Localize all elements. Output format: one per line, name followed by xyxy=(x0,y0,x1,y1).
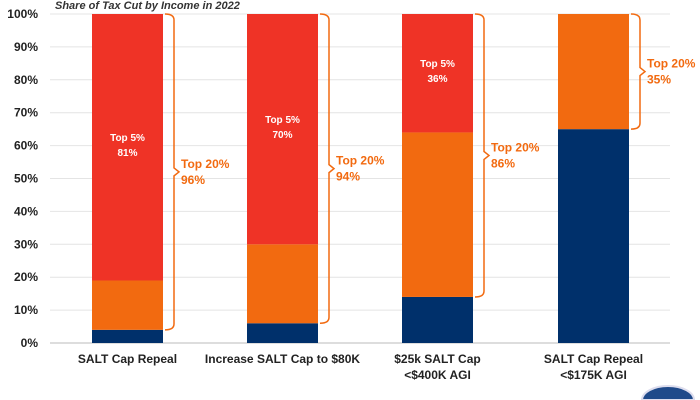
top5-value: 81% xyxy=(117,148,137,159)
x-tick-label: $25k SALT Cap xyxy=(394,352,480,366)
x-tick-label: <$175K AGI xyxy=(560,368,627,382)
top5-label: Top 5% xyxy=(420,59,455,70)
y-tick-label: 100% xyxy=(7,7,38,21)
top20-bracket xyxy=(474,13,491,298)
top20-bracket xyxy=(319,13,336,325)
top20-bracket xyxy=(630,13,647,130)
bar-segment xyxy=(402,14,473,133)
top5-label: Top 5% xyxy=(110,133,145,144)
y-tick-label: 60% xyxy=(14,139,38,153)
top5-label: Top 5% xyxy=(265,115,300,126)
top20-label: Top 20% xyxy=(647,57,696,71)
top20-value: 35% xyxy=(647,73,671,87)
y-tick-label: 50% xyxy=(14,172,38,186)
top20-label: Top 20% xyxy=(491,140,540,154)
y-tick-label: 10% xyxy=(14,303,38,317)
bar-segment xyxy=(92,280,163,330)
y-tick-label: 30% xyxy=(14,237,38,251)
x-tick-label: Increase SALT Cap to $80K xyxy=(205,352,360,366)
top20-value: 86% xyxy=(491,156,515,170)
x-tick-label: <$400K AGI xyxy=(404,368,471,382)
top20-bracket xyxy=(164,13,181,331)
y-tick-label: 80% xyxy=(14,73,38,87)
top20-value: 94% xyxy=(336,170,360,184)
bar-segment xyxy=(558,129,629,343)
bar-segment xyxy=(92,329,163,343)
bar-segment xyxy=(247,244,318,324)
top20-label: Top 20% xyxy=(336,154,385,168)
top5-value: 36% xyxy=(427,74,447,85)
bar-segment xyxy=(247,323,318,343)
bar-segment xyxy=(92,14,163,281)
bar-segment xyxy=(558,14,629,130)
y-tick-label: 90% xyxy=(14,40,38,54)
x-tick-label: SALT Cap Repeal xyxy=(78,352,177,366)
logo-icon xyxy=(640,385,696,400)
y-tick-label: 20% xyxy=(14,270,38,284)
x-tick-label: SALT Cap Repeal xyxy=(544,352,643,366)
chart-title: Share of Tax Cut by Income in 2022 xyxy=(55,0,240,12)
bar-segment xyxy=(402,132,473,297)
y-tick-label: 70% xyxy=(14,106,38,120)
top20-label: Top 20% xyxy=(181,157,230,171)
top5-value: 70% xyxy=(272,130,292,141)
bar-segment xyxy=(402,296,473,343)
y-tick-label: 40% xyxy=(14,204,38,218)
bar-segment xyxy=(247,14,318,245)
y-tick-label: 0% xyxy=(21,336,39,350)
top20-value: 96% xyxy=(181,173,205,187)
